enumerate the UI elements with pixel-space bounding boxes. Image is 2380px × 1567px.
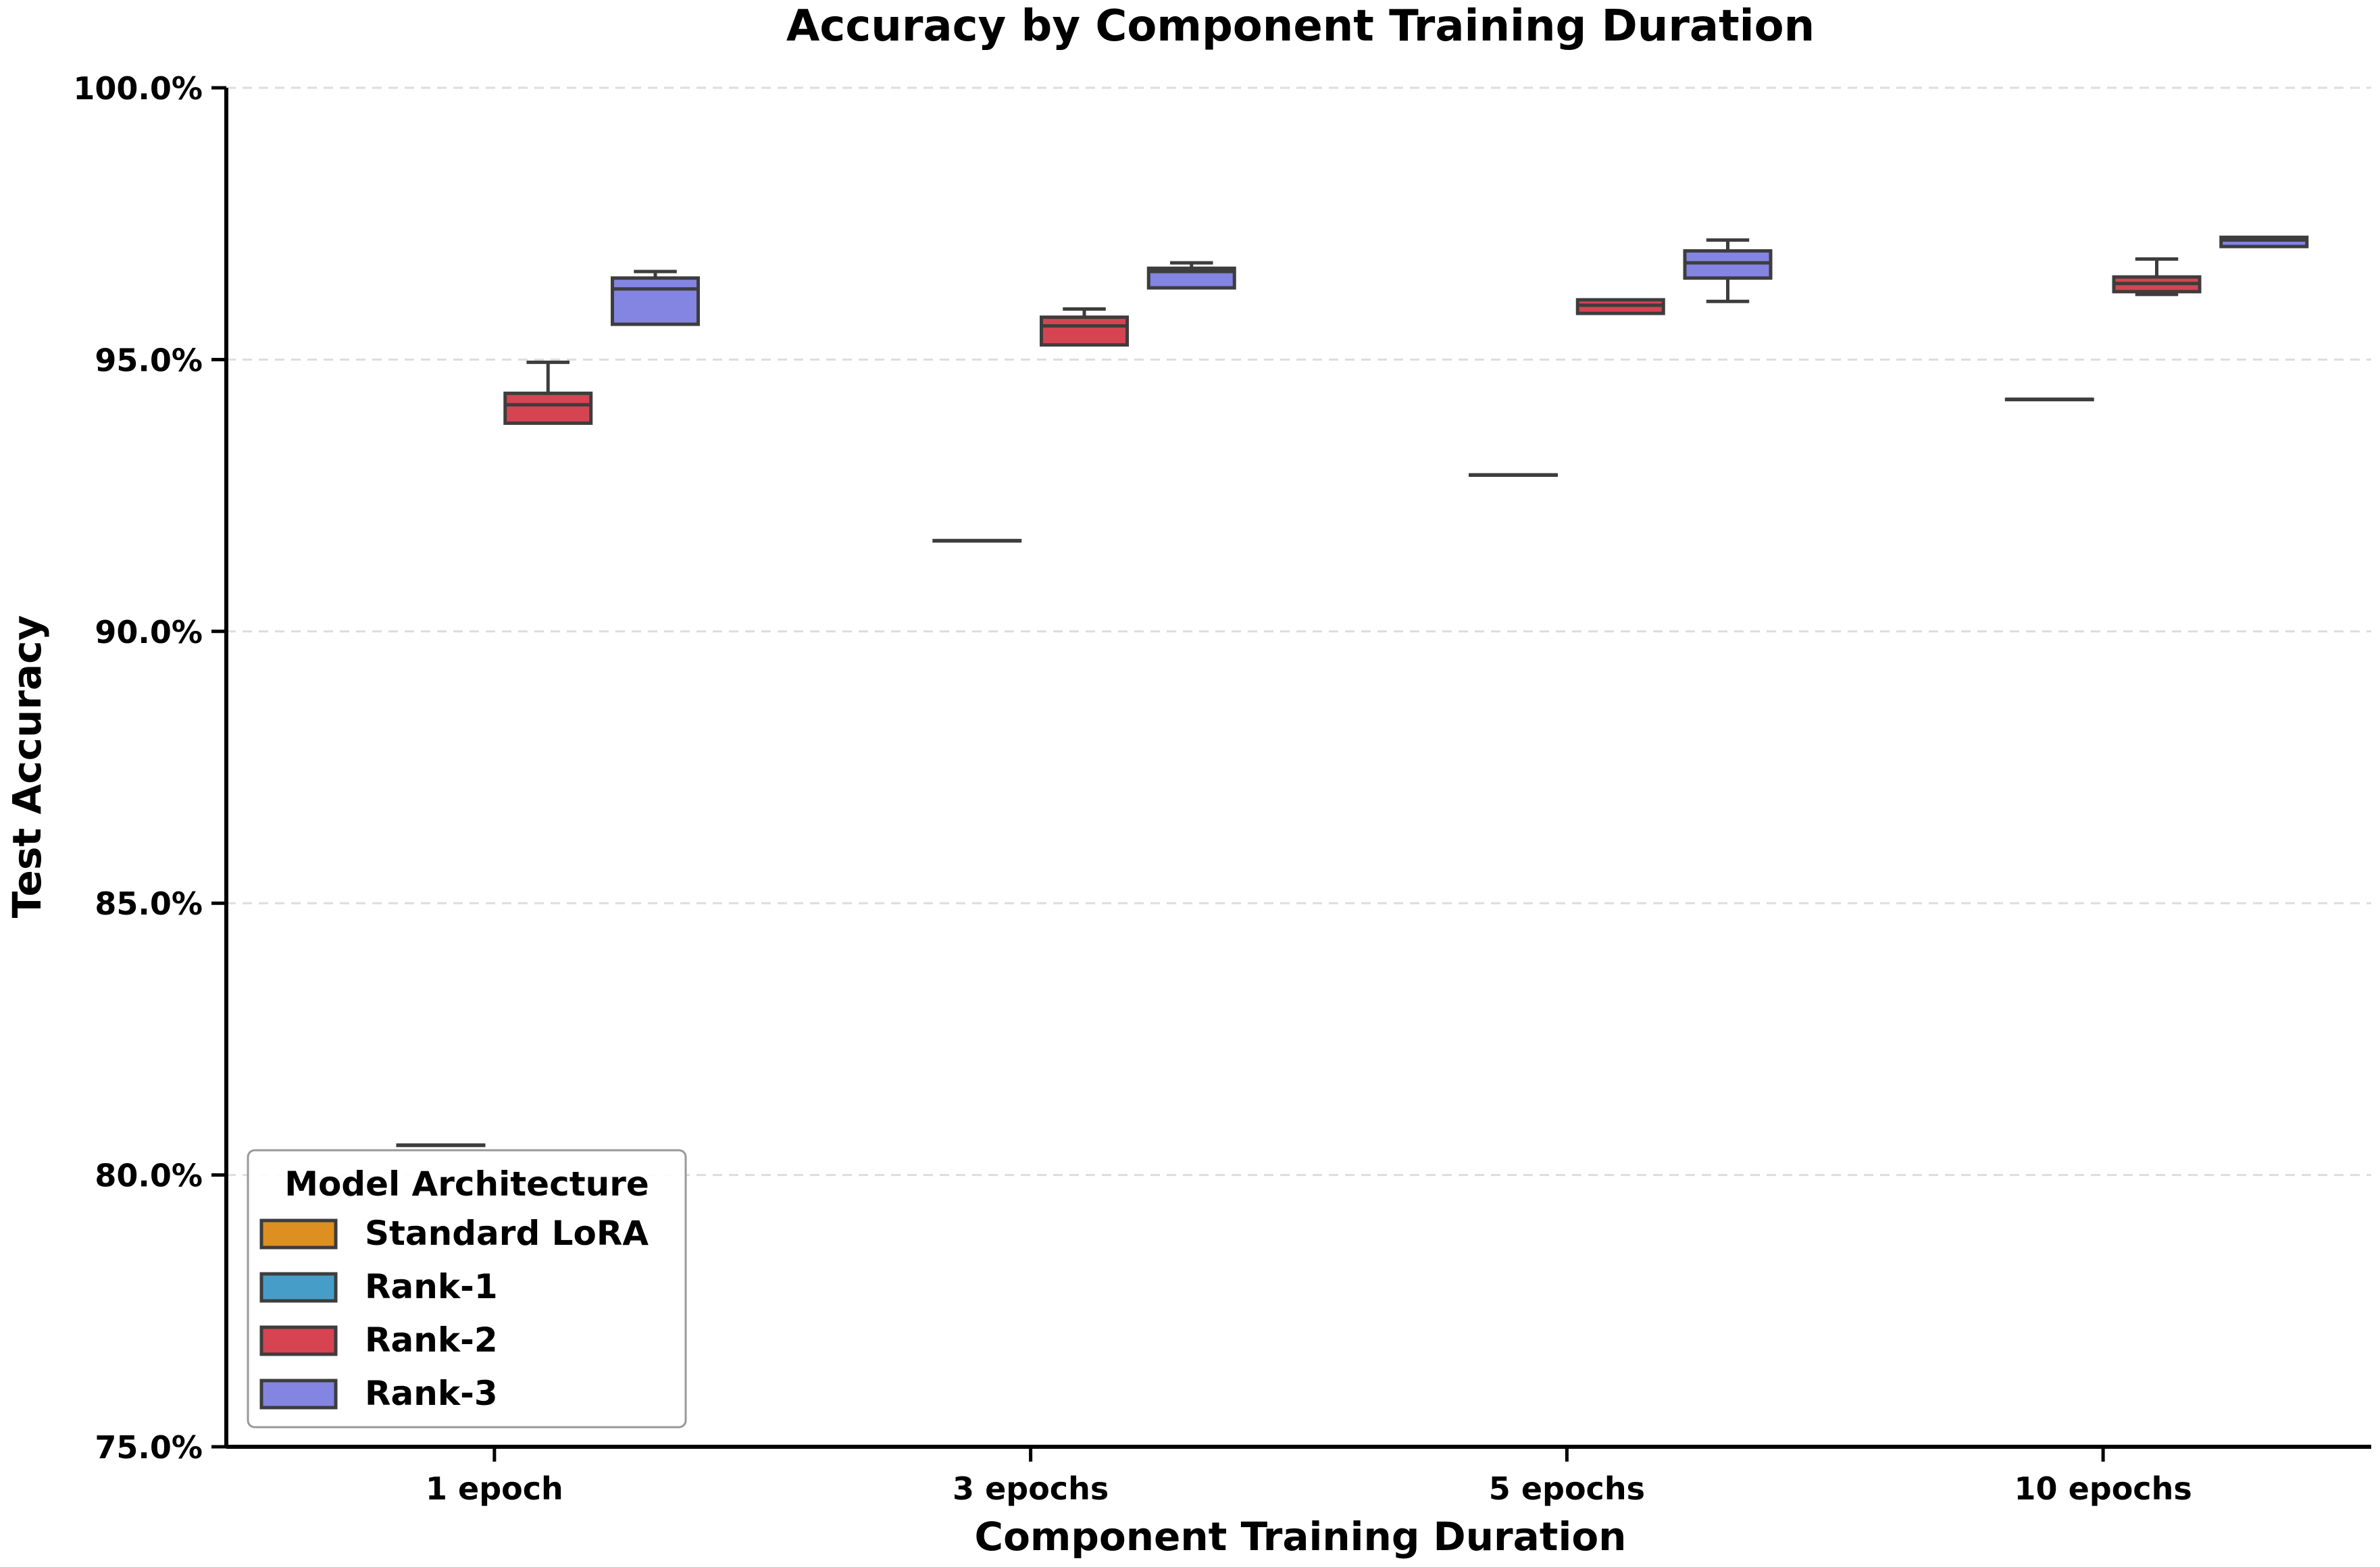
legend-swatch bbox=[259, 1272, 338, 1303]
legend-title: Model Architecture bbox=[284, 1164, 649, 1204]
grid-lines bbox=[226, 86, 2371, 1177]
box-rank-2-1 bbox=[1040, 307, 1129, 347]
box-rank-2-2 bbox=[1575, 298, 1665, 315]
box-rank-1-1 bbox=[932, 538, 1022, 543]
box-rank-3-2 bbox=[1683, 238, 1773, 303]
y-tick-label: 80.0% bbox=[95, 1158, 203, 1194]
box-rank-2-3 bbox=[2112, 257, 2202, 297]
x-tick-label: 1 epoch bbox=[426, 1470, 563, 1507]
x-tick-label: 10 epochs bbox=[2015, 1470, 2192, 1507]
y-axis-label: Test Accuracy bbox=[4, 615, 50, 919]
legend-label: Rank-3 bbox=[365, 1374, 498, 1413]
box-rank-1-3 bbox=[2004, 397, 2094, 402]
legend: Model Architecture Standard LoRA Rank-1 Ran… bbox=[247, 1149, 687, 1429]
box-marks bbox=[396, 235, 2309, 1148]
legend-label: Rank-2 bbox=[365, 1320, 498, 1360]
y-tick-label: 75.0% bbox=[95, 1429, 203, 1466]
box-body bbox=[1040, 315, 1129, 347]
legend-swatch bbox=[259, 1379, 338, 1410]
chart-title: Accuracy by Component Training Duration bbox=[786, 1, 1815, 51]
legend-label: Standard LoRA bbox=[365, 1214, 649, 1253]
box-rank-2-0 bbox=[503, 360, 593, 426]
box-rank-3-3 bbox=[2219, 235, 2309, 249]
x-tick-label: 3 epochs bbox=[953, 1470, 1109, 1507]
y-tick-label: 90.0% bbox=[95, 614, 203, 650]
axes: 75.0% 80.0% 85.0% 90.0% 95.0% 100.0% 1 epoch 3 … bbox=[73, 70, 2371, 1507]
legend-swatch bbox=[259, 1325, 338, 1356]
box-body bbox=[611, 276, 700, 326]
box-rank-1-2 bbox=[1469, 473, 1558, 478]
x-tick-label: 5 epochs bbox=[1489, 1470, 1645, 1507]
legend-label: Rank-1 bbox=[365, 1267, 498, 1306]
x-axis-label: Component Training Duration bbox=[975, 1514, 1627, 1560]
y-tick-label: 95.0% bbox=[95, 342, 203, 378]
y-tick-label: 100.0% bbox=[73, 70, 203, 107]
box-rank-3-0 bbox=[611, 269, 700, 326]
box-rank-3-1 bbox=[1146, 261, 1236, 290]
legend-frame bbox=[247, 1149, 687, 1429]
legend-swatch bbox=[259, 1218, 338, 1250]
box-rank-1-0 bbox=[396, 1143, 486, 1148]
y-tick-label: 85.0% bbox=[95, 885, 203, 922]
box-body bbox=[503, 391, 593, 426]
